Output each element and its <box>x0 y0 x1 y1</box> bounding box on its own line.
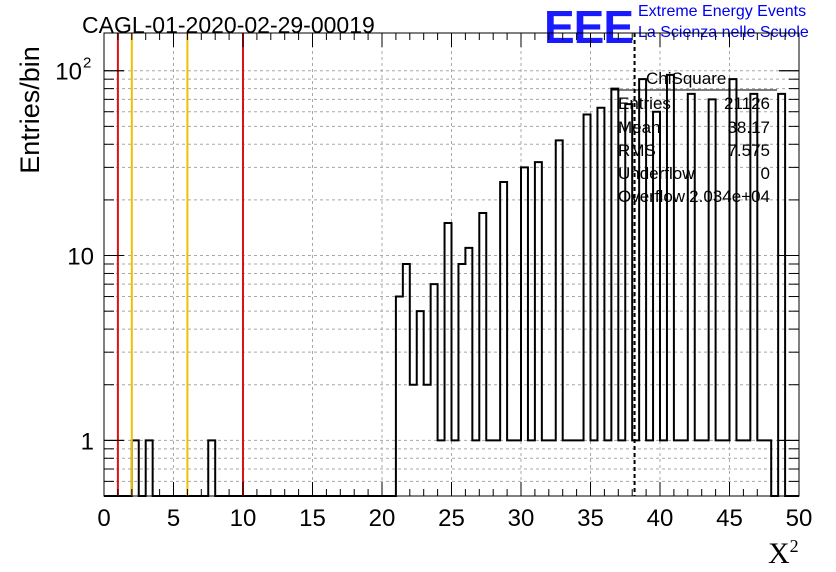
x-tick-label: 45 <box>716 505 743 532</box>
x-axis-label: X2 <box>768 536 799 571</box>
histogram-bin <box>431 284 438 496</box>
x-tick-label: 25 <box>438 505 465 532</box>
histogram-bin <box>403 264 410 496</box>
y-tick-label: 1 <box>81 428 94 455</box>
stat-value-entries: 21126 <box>723 94 770 113</box>
x-tick-label: 5 <box>167 505 180 532</box>
histogram-bin <box>709 99 716 496</box>
histogram-bin <box>667 75 674 496</box>
histogram-bin <box>688 94 695 496</box>
histogram-bin <box>597 108 604 496</box>
stat-value-rms: 7.575 <box>727 141 770 160</box>
y-tick-label: 10 <box>67 244 94 271</box>
y-tick-label-sup: 2 <box>83 55 91 72</box>
x-axis-label-sup: 2 <box>789 536 799 556</box>
stat-name-overflow: Overflow <box>618 187 686 206</box>
histogram-bin <box>521 167 528 496</box>
histogram-bin <box>417 311 424 496</box>
stat-value-overflow: 2.034e+04 <box>689 187 770 206</box>
x-tick-label: 0 <box>97 505 110 532</box>
x-tick-label: 30 <box>508 505 535 532</box>
eee-logo: EEE <box>544 1 634 53</box>
logo-line1: Extreme Energy Events <box>638 3 807 20</box>
stat-name-entries: Entries <box>618 94 671 113</box>
x-tick-label: 40 <box>647 505 674 532</box>
x-tick-label: 15 <box>299 505 326 532</box>
x-tick-label: 35 <box>577 505 604 532</box>
histogram-bin <box>465 248 472 496</box>
x-tick-label: 10 <box>230 505 257 532</box>
stat-value-underflow: 0 <box>760 164 770 183</box>
stat-name-underflow: Underflow <box>618 164 695 183</box>
histogram-bin <box>778 94 785 496</box>
x-axis-label-base: X <box>768 537 790 570</box>
x-tick-label: 50 <box>786 505 813 532</box>
x-tick-label: 20 <box>369 505 396 532</box>
stat-name-rms: RMS <box>618 141 656 160</box>
histogram-bin <box>396 297 403 496</box>
histogram-bin <box>625 104 632 496</box>
histogram-bin <box>584 114 591 496</box>
histogram-bin <box>458 264 465 496</box>
stat-name-mean: Mean <box>618 118 661 137</box>
stat-value-mean: 38.17 <box>727 118 770 137</box>
histogram-outline <box>104 73 799 497</box>
histogram-bin <box>556 140 563 496</box>
y-tick-label: 10 <box>55 59 82 86</box>
stats-title: ChiSquare <box>646 69 727 88</box>
